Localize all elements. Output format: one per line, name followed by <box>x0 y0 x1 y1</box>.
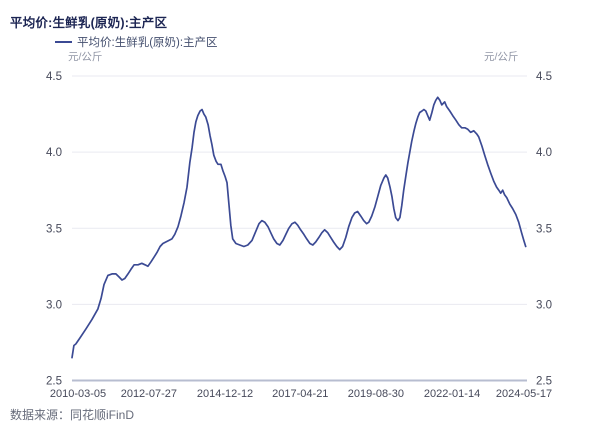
svg-text:2014-12-12: 2014-12-12 <box>197 388 253 400</box>
legend-label: 平均价:生鲜乳(原奶):主产区 <box>77 37 218 49</box>
svg-text:3.5: 3.5 <box>46 223 62 235</box>
svg-text:2.5: 2.5 <box>46 376 62 388</box>
svg-text:2.5: 2.5 <box>536 376 552 388</box>
y-axis-unit-right: 元/公斤 <box>484 51 519 63</box>
legend: 平均价:生鲜乳(原奶):主产区 <box>55 34 218 50</box>
svg-text:4.0: 4.0 <box>46 147 62 159</box>
svg-text:3.0: 3.0 <box>536 299 552 311</box>
svg-text:2024-05-17: 2024-05-17 <box>496 388 552 400</box>
svg-text:3.0: 3.0 <box>46 299 62 311</box>
svg-text:2017-04-21: 2017-04-21 <box>272 388 328 400</box>
legend-line-marker <box>55 41 72 43</box>
svg-text:3.5: 3.5 <box>536 223 552 235</box>
chart-title: 平均价:生鲜乳(原奶):主产区 <box>10 16 168 30</box>
svg-text:2019-08-30: 2019-08-30 <box>348 388 404 400</box>
y-axis-unit-left: 元/公斤 <box>68 51 103 63</box>
svg-text:2022-01-14: 2022-01-14 <box>424 388 480 400</box>
svg-text:4.0: 4.0 <box>536 147 552 159</box>
svg-text:4.5: 4.5 <box>46 71 62 83</box>
svg-text:2012-07-27: 2012-07-27 <box>121 388 177 400</box>
svg-text:4.5: 4.5 <box>536 71 552 83</box>
data-source: 数据来源：同花顺iFinD <box>10 408 135 422</box>
svg-text:2010-03-05: 2010-03-05 <box>50 388 106 400</box>
